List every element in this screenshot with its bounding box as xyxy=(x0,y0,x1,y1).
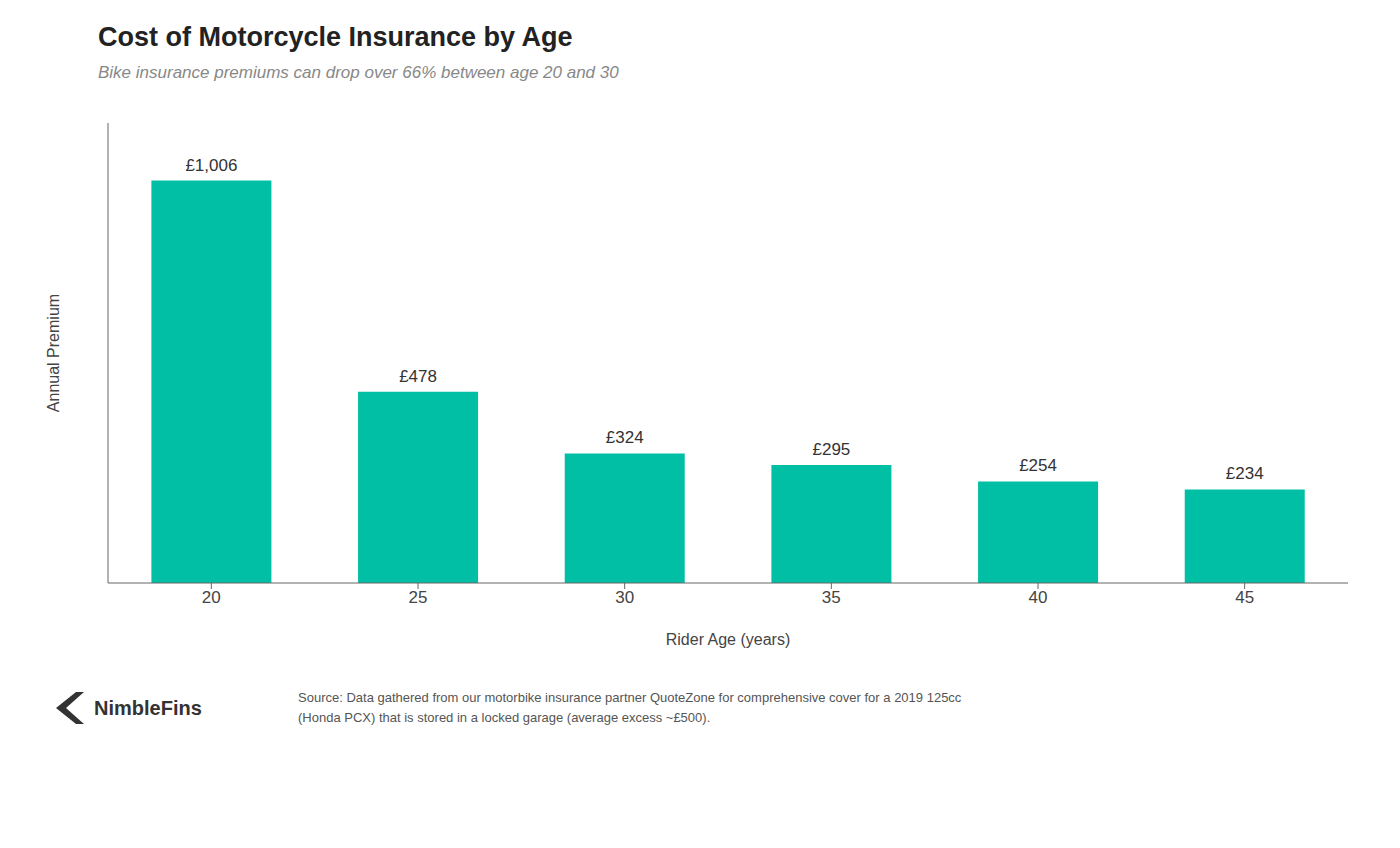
html-text:NimbleFins: NimbleFins xyxy=(94,696,202,719)
svg-text:£295: £295 xyxy=(812,440,850,459)
svg-text:30: 30 xyxy=(615,588,634,607)
svg-text:Rider Age (years): Rider Age (years) xyxy=(666,631,791,648)
html-text:Source: Data gathered from our: Source: Data gathered from our motorbike… xyxy=(298,690,962,705)
svg-text:£254: £254 xyxy=(1019,456,1057,475)
svg-text:£1,006: £1,006 xyxy=(185,156,237,175)
svg-text:£478: £478 xyxy=(399,367,437,386)
svg-text:35: 35 xyxy=(822,588,841,607)
svg-text:Annual Premium: Annual Premium xyxy=(45,294,62,412)
svg-text:25: 25 xyxy=(409,588,428,607)
svg-text:20: 20 xyxy=(202,588,221,607)
svg-text:£324: £324 xyxy=(606,428,644,447)
html-text:Cost of Motorcycle Insurance b: Cost of Motorcycle Insurance by Age xyxy=(98,22,573,52)
html-text:Bike insurance premiums can dr: Bike insurance premiums can drop over 66… xyxy=(98,63,619,82)
html-text:(Honda PCX) that is stored in: (Honda PCX) that is stored in a locked g… xyxy=(298,710,711,725)
svg-text:£234: £234 xyxy=(1226,464,1264,483)
svg-text:40: 40 xyxy=(1029,588,1048,607)
svg-text:45: 45 xyxy=(1235,588,1254,607)
